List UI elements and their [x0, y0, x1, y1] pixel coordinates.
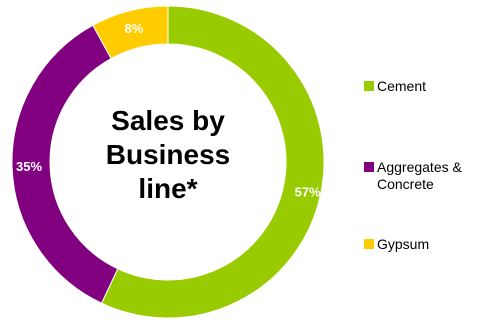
legend-swatch-gypsum — [364, 239, 374, 249]
legend-item-cement: Cement — [364, 78, 426, 95]
chart-title-line-1: Sales by — [111, 105, 225, 136]
legend-swatch-cement — [364, 81, 374, 91]
slice-gypsum — [92, 5, 169, 60]
legend-label-aggregates-concrete: Aggregates & Concrete — [377, 159, 462, 192]
legend-swatch-aggregates-concrete — [364, 162, 374, 172]
slice-label-aggregates-concrete: 35% — [16, 159, 42, 174]
donut-slice-labels: 57% 35% 8% — [16, 21, 321, 200]
chart-title: Sales by Business line* — [88, 104, 248, 206]
chart-legend: Cement Aggregates & Concrete Gypsum — [364, 0, 493, 327]
chart-title-line-2: Business — [105, 139, 231, 170]
donut-slices — [11, 5, 325, 319]
chart-title-line-3: line* — [138, 173, 198, 204]
legend-label-cement: Cement — [377, 78, 427, 94]
slice-label-cement: 57% — [295, 184, 321, 199]
legend-label-gypsum: Gypsum — [377, 236, 430, 252]
legend-item-gypsum: Gypsum — [364, 236, 429, 253]
slice-label-gypsum: 8% — [125, 21, 144, 36]
slice-cement — [100, 5, 325, 319]
legend-item-aggregates-concrete: Aggregates & Concrete — [364, 159, 462, 193]
